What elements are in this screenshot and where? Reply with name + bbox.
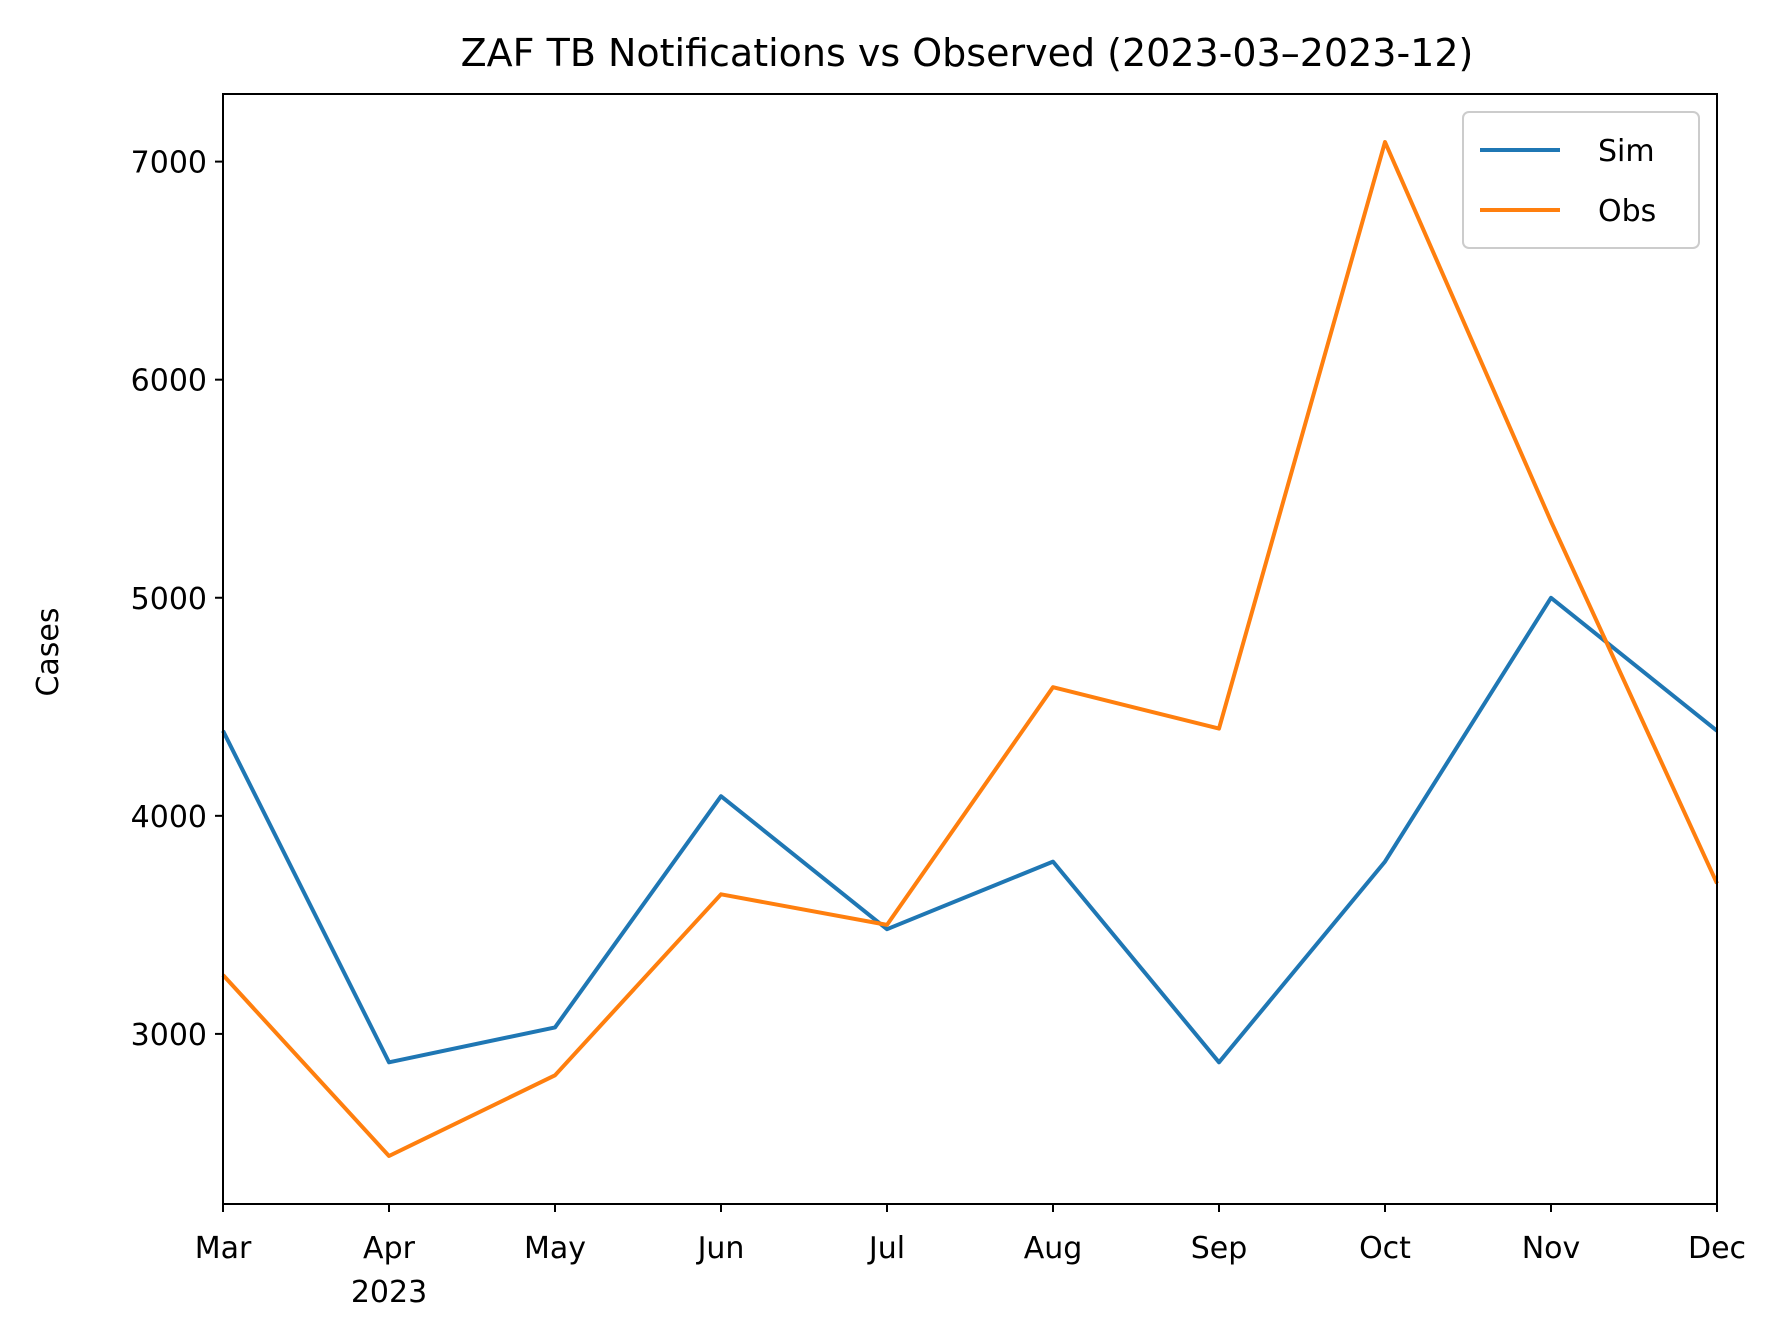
legend: Sim Obs: [1462, 111, 1700, 249]
y-tick-label: 7000: [131, 146, 207, 181]
y-tick-label: 3000: [131, 1018, 207, 1053]
y-tick-label: 6000: [131, 364, 207, 399]
legend-label-sim: Sim: [1598, 134, 1655, 169]
legend-label-obs: Obs: [1598, 194, 1656, 229]
x-axis-ticks: Mar Apr May Jun Jul Aug Sep Oct Nov Dec: [195, 1204, 1746, 1266]
y-tick-label: 4000: [131, 800, 207, 835]
x-tick-label: Jun: [696, 1231, 745, 1266]
x-tick-label: Oct: [1359, 1231, 1411, 1266]
x-tick-label: Dec: [1688, 1231, 1746, 1266]
y-axis-ticks: 3000 4000 5000 6000 7000: [131, 146, 223, 1053]
series-line-obs: [221, 140, 1719, 1158]
x-tick-label: Sep: [1191, 1231, 1248, 1266]
plot-frame: [222, 93, 1718, 1205]
x-tick-label: Apr: [363, 1231, 416, 1266]
series-line-sim: [221, 595, 1719, 1065]
plot-lines: [221, 140, 1719, 1158]
x-year-label: 2023: [351, 1275, 427, 1310]
x-tick-label: Nov: [1522, 1231, 1581, 1266]
x-tick-label: Aug: [1024, 1231, 1083, 1266]
y-tick-label: 5000: [131, 582, 207, 617]
x-tick-label: Mar: [195, 1231, 252, 1266]
x-tick-label: May: [524, 1231, 586, 1266]
chart-title: ZAF TB Notifications vs Observed (2023-0…: [461, 31, 1474, 75]
legend-box: [1462, 111, 1700, 249]
y-axis-label: Cases: [31, 607, 66, 696]
x-tick-label: Jul: [867, 1231, 905, 1266]
